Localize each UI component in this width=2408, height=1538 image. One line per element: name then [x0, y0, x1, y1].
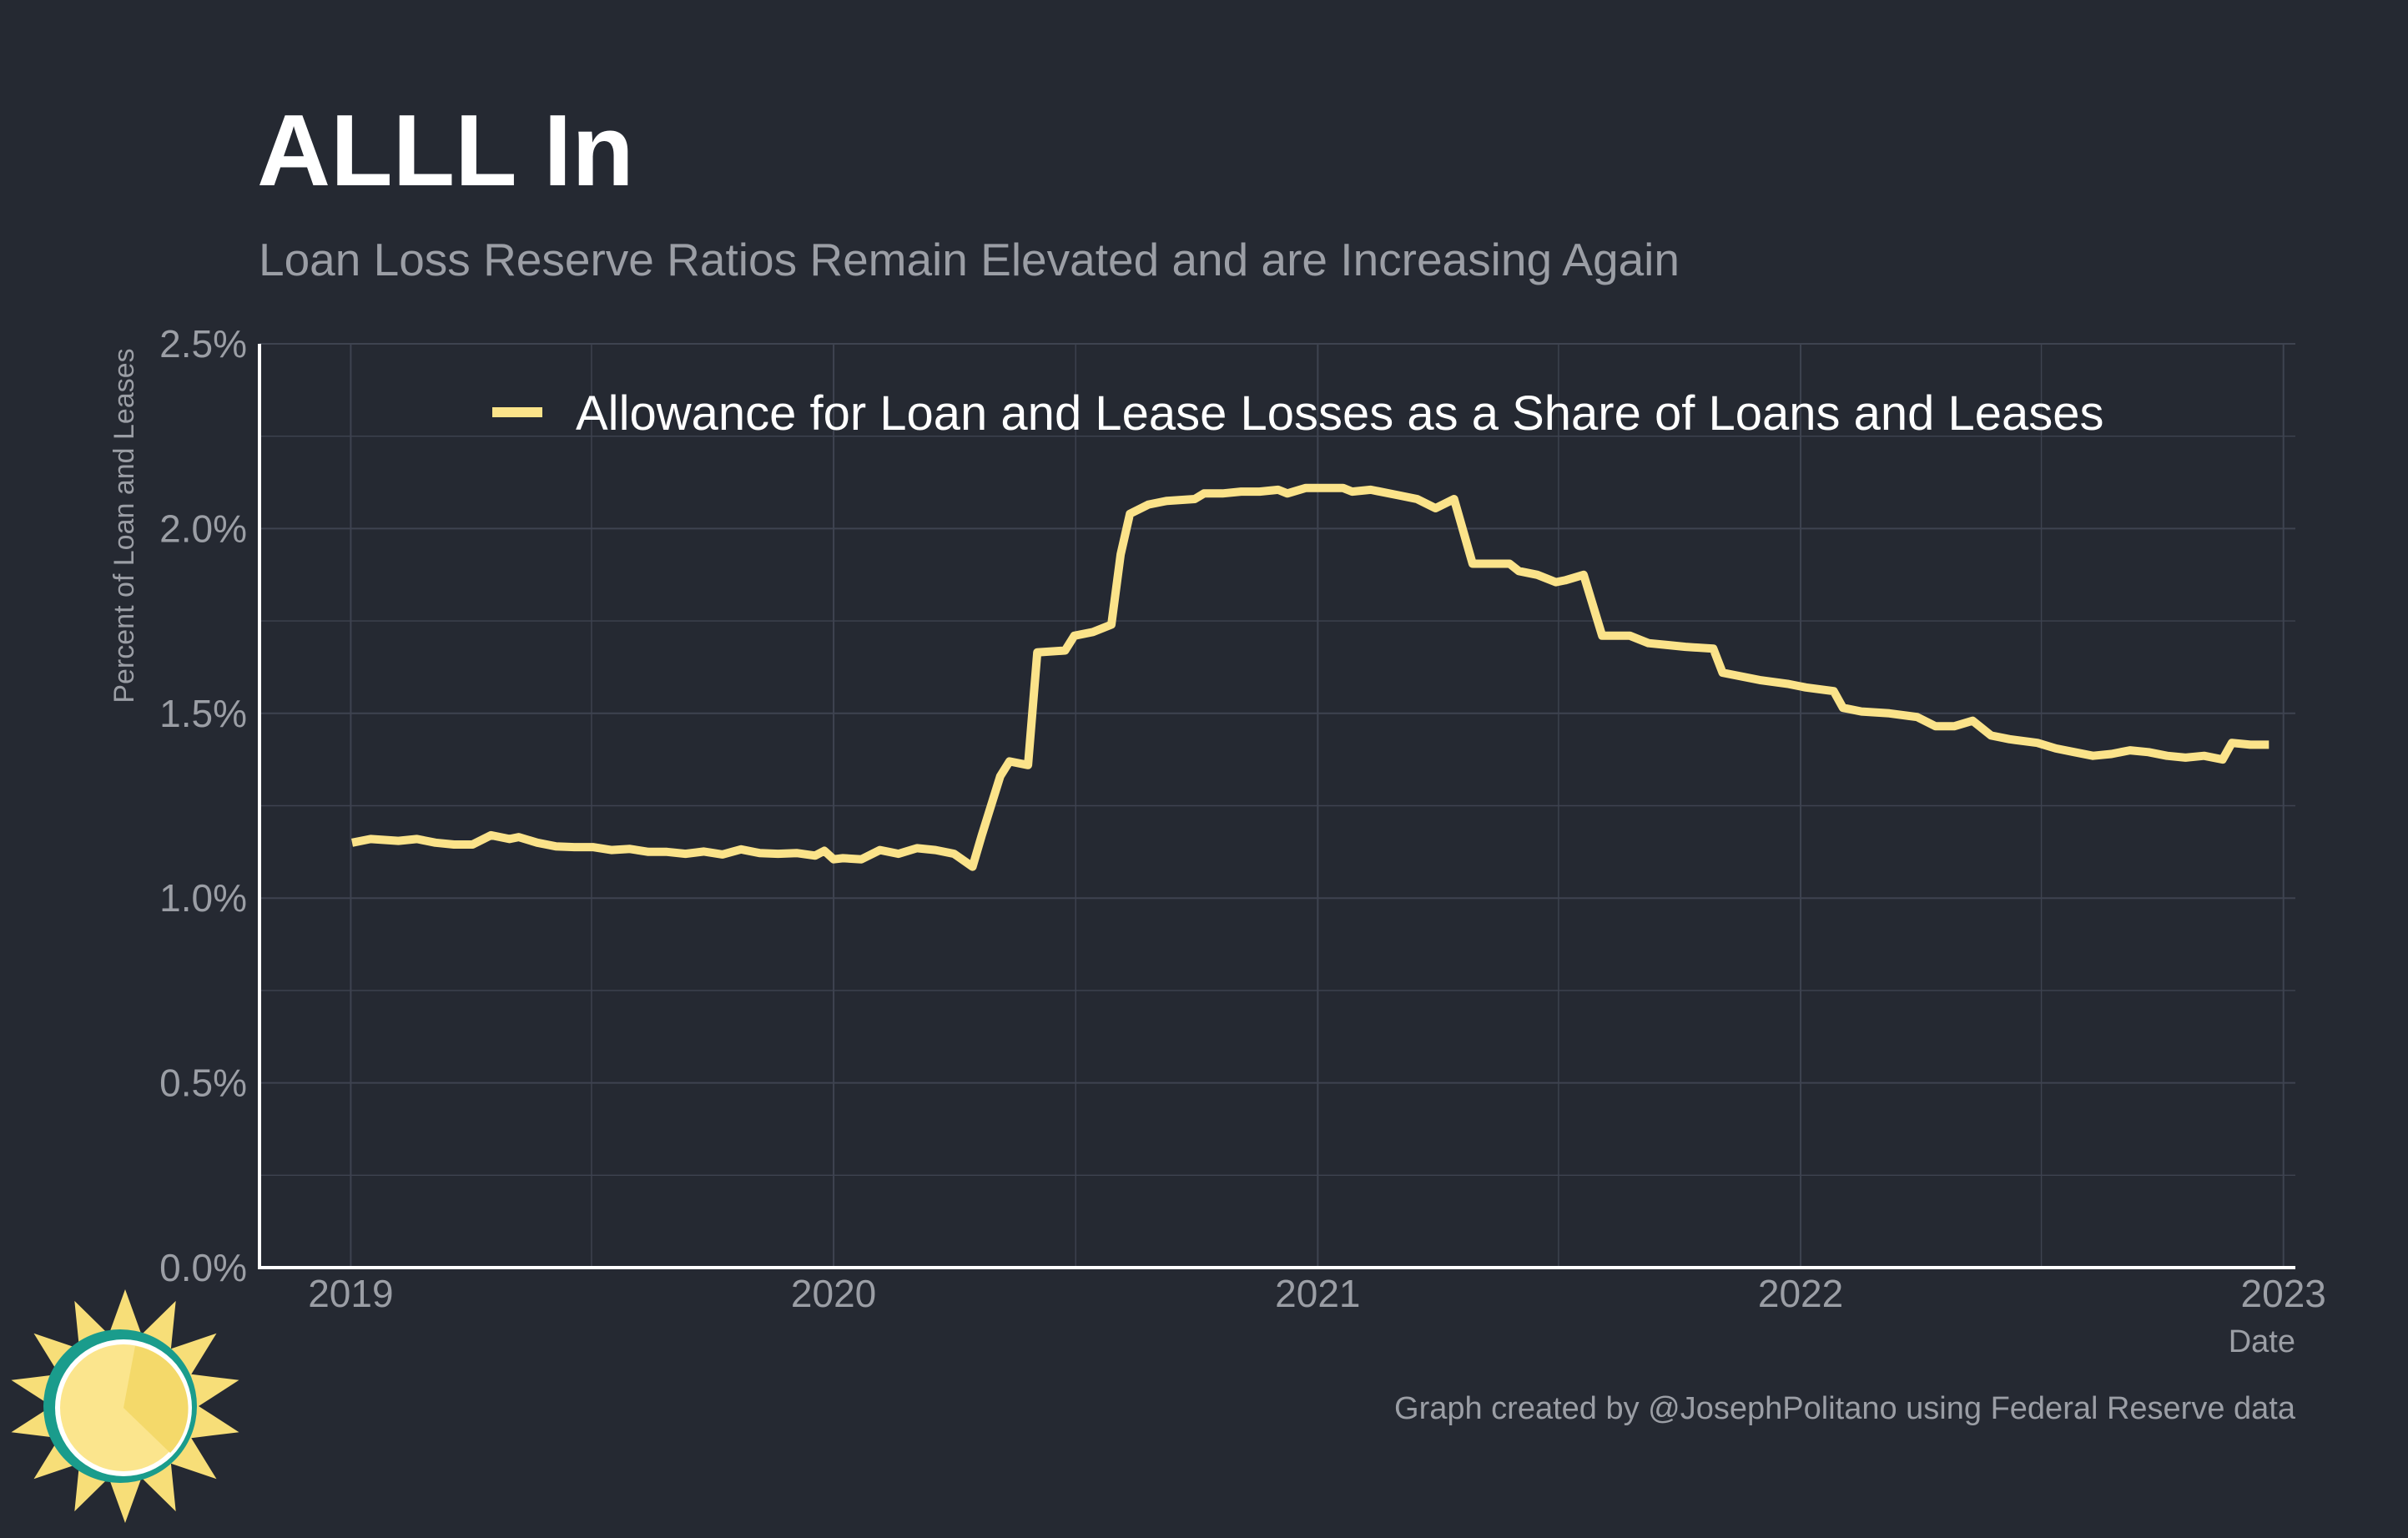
y-tick-label: 0.0%	[159, 1246, 247, 1289]
x-tick-label: 2023	[2241, 1272, 2326, 1315]
y-tick-labels: 0.0% 0.5% 1.0% 1.5% 2.0% 2.5%	[159, 322, 247, 1289]
x-tick-label: 2021	[1275, 1272, 1360, 1315]
sun-shade	[123, 1346, 189, 1453]
x-tick-label: 2019	[308, 1272, 393, 1315]
chart-subtitle: Loan Loss Reserve Ratios Remain Elevated…	[259, 234, 1680, 285]
axes	[258, 344, 2295, 1269]
legend-label: Allowance for Loan and Lease Losses as a…	[576, 386, 2104, 441]
y-axis-label: Percent of Loan and Leases	[108, 348, 140, 703]
sun-logo-icon	[11, 1289, 239, 1523]
series-lines	[351, 483, 2269, 871]
x-axis-label: Date	[2229, 1324, 2295, 1359]
y-tick-label: 1.0%	[159, 876, 247, 920]
x-tick-label: 2022	[1758, 1272, 1843, 1315]
x-tick-label: 2020	[791, 1272, 876, 1315]
series-line	[351, 483, 2269, 871]
y-tick-label: 2.5%	[159, 322, 247, 366]
grid-lines	[259, 343, 2295, 1268]
caption: Graph created by @JosephPolitano using F…	[1394, 1391, 2296, 1426]
x-tick-labels: 2019 2020 2021 2022 2023	[308, 1272, 2326, 1315]
y-tick-label: 1.5%	[159, 692, 247, 735]
legend: Allowance for Loan and Lease Losses as a…	[492, 386, 2104, 441]
y-tick-label: 0.5%	[159, 1061, 247, 1105]
chart-title: ALLL In	[257, 93, 634, 207]
y-tick-label: 2.0%	[159, 507, 247, 550]
